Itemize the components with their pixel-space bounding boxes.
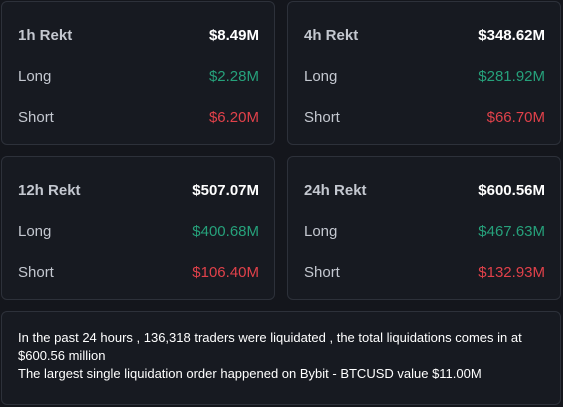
total-value: $507.07M [192, 181, 259, 199]
total-value: $8.49M [208, 26, 259, 44]
short-value: $6.20M [208, 108, 259, 126]
long-label: Long [18, 67, 52, 85]
long-label: Long [304, 222, 338, 240]
short-label: Short [18, 108, 54, 126]
long-value: $2.28M [208, 67, 259, 85]
card-title: 24h Rekt [304, 181, 367, 199]
long-row: Long $281.92M [304, 65, 545, 87]
long-row: Long $467.63M [304, 220, 545, 242]
card-header: 1h Rekt $8.49M [18, 24, 259, 46]
long-row: Long $400.68M [18, 220, 259, 242]
long-label: Long [304, 67, 338, 85]
total-value: $600.56M [478, 181, 545, 199]
short-label: Short [304, 263, 340, 281]
long-value: $281.92M [478, 67, 545, 85]
short-row: Short $6.20M [18, 106, 259, 128]
short-value: $66.70M [486, 108, 545, 126]
short-row: Short $66.70M [304, 106, 545, 128]
short-row: Short $106.40M [18, 261, 259, 283]
short-label: Short [18, 263, 54, 281]
rekt-card-4h: 4h Rekt $348.62M Long $281.92M Short $66… [287, 1, 561, 145]
liquidation-summary: In the past 24 hours , 136,318 traders w… [1, 311, 561, 405]
long-value: $400.68M [192, 222, 259, 240]
total-value: $348.62M [478, 26, 545, 44]
short-label: Short [304, 108, 340, 126]
rekt-card-12h: 12h Rekt $507.07M Long $400.68M Short $1… [1, 156, 275, 300]
card-title: 12h Rekt [18, 181, 81, 199]
summary-text: In the past 24 hours , 136,318 traders w… [18, 330, 522, 363]
short-value: $106.40M [192, 263, 259, 281]
card-header: 4h Rekt $348.62M [304, 24, 545, 46]
card-header: 24h Rekt $600.56M [304, 179, 545, 201]
card-title: 4h Rekt [304, 26, 359, 44]
card-header: 12h Rekt $507.07M [18, 179, 259, 201]
rekt-card-24h: 24h Rekt $600.56M Long $467.63M Short $1… [287, 156, 561, 300]
long-value: $467.63M [478, 222, 545, 240]
card-title: 1h Rekt [18, 26, 73, 44]
short-value: $132.93M [478, 263, 545, 281]
short-row: Short $132.93M [304, 261, 545, 283]
largest-order-text: The largest single liquidation order hap… [18, 366, 482, 381]
long-row: Long $2.28M [18, 65, 259, 87]
long-label: Long [18, 222, 52, 240]
rekt-card-1h: 1h Rekt $8.49M Long $2.28M Short $6.20M [1, 1, 275, 145]
